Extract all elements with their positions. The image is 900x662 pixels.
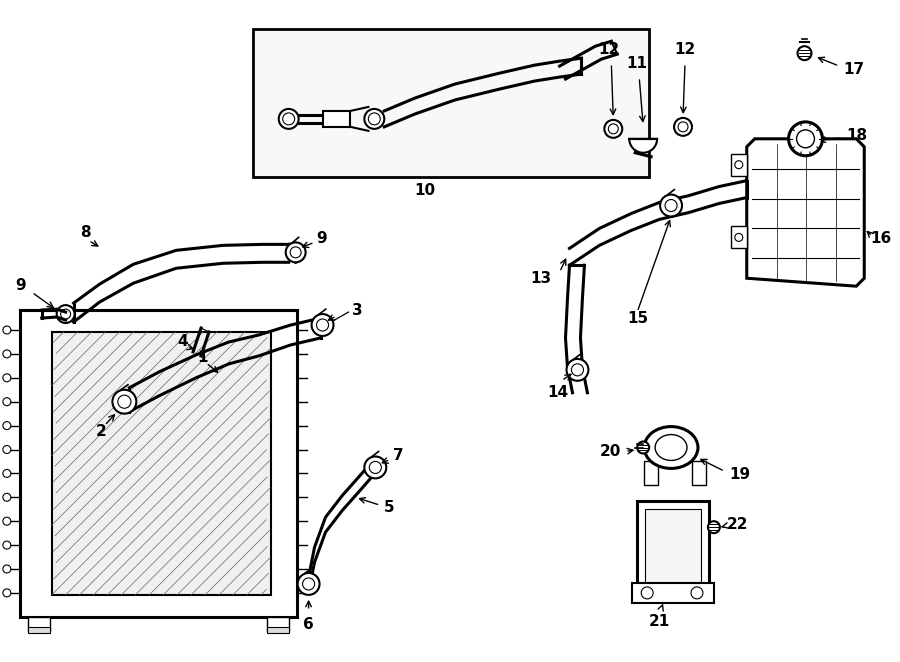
Text: 1: 1	[198, 350, 208, 365]
Circle shape	[604, 120, 622, 138]
Circle shape	[3, 493, 11, 501]
Circle shape	[608, 124, 618, 134]
Wedge shape	[629, 139, 657, 153]
Circle shape	[298, 573, 320, 595]
Circle shape	[796, 130, 814, 148]
Text: 8: 8	[80, 225, 91, 240]
Text: 7: 7	[393, 448, 404, 463]
Circle shape	[3, 565, 11, 573]
Bar	[645, 509, 701, 583]
Text: 9: 9	[15, 277, 26, 293]
Text: 6: 6	[303, 617, 314, 632]
Circle shape	[674, 118, 692, 136]
Circle shape	[797, 46, 812, 60]
Circle shape	[3, 589, 11, 597]
Bar	[644, 461, 658, 485]
Text: 20: 20	[600, 444, 621, 459]
Circle shape	[364, 109, 384, 129]
Text: 19: 19	[729, 467, 750, 482]
Bar	[28, 617, 50, 631]
Text: 12: 12	[598, 42, 620, 57]
Circle shape	[3, 517, 11, 525]
Text: 18: 18	[846, 128, 868, 143]
Text: 5: 5	[384, 500, 395, 515]
Text: 3: 3	[353, 303, 363, 318]
Circle shape	[3, 446, 11, 453]
Circle shape	[369, 461, 382, 473]
Bar	[731, 226, 747, 248]
Circle shape	[279, 109, 299, 129]
Text: 14: 14	[547, 385, 568, 400]
Circle shape	[637, 442, 649, 453]
Polygon shape	[747, 139, 864, 286]
Bar	[632, 583, 714, 603]
Text: 11: 11	[626, 56, 648, 71]
Bar	[253, 29, 649, 177]
Text: 12: 12	[674, 42, 696, 57]
Circle shape	[311, 314, 334, 336]
Circle shape	[641, 587, 653, 599]
Circle shape	[3, 469, 11, 477]
Circle shape	[3, 398, 11, 406]
Circle shape	[678, 122, 688, 132]
Bar	[20, 310, 297, 617]
Bar	[731, 154, 747, 175]
Text: 21: 21	[649, 614, 670, 629]
Bar	[266, 617, 289, 631]
Circle shape	[60, 309, 70, 319]
Bar	[51, 332, 271, 595]
Bar	[637, 501, 709, 591]
Text: 22: 22	[727, 516, 748, 532]
Text: 17: 17	[843, 62, 865, 77]
Circle shape	[566, 359, 589, 381]
Bar	[266, 627, 289, 633]
Text: 2: 2	[96, 424, 107, 439]
Circle shape	[57, 305, 75, 323]
Ellipse shape	[655, 434, 687, 461]
Circle shape	[3, 422, 11, 430]
Circle shape	[368, 113, 381, 125]
Circle shape	[290, 247, 302, 258]
Ellipse shape	[644, 426, 698, 469]
Bar	[692, 461, 706, 485]
Circle shape	[734, 234, 742, 242]
Text: 9: 9	[317, 231, 328, 246]
Text: 4: 4	[178, 334, 188, 350]
Text: 15: 15	[627, 310, 648, 326]
Circle shape	[3, 350, 11, 358]
Circle shape	[3, 326, 11, 334]
Circle shape	[364, 457, 386, 479]
Circle shape	[112, 390, 136, 414]
Bar	[28, 627, 50, 633]
Circle shape	[572, 364, 583, 376]
Circle shape	[3, 374, 11, 382]
Circle shape	[734, 161, 742, 169]
Circle shape	[660, 195, 682, 216]
Text: 13: 13	[530, 271, 552, 286]
Bar	[322, 111, 350, 127]
Text: 10: 10	[415, 183, 436, 198]
Circle shape	[317, 319, 328, 331]
Circle shape	[665, 199, 677, 212]
Circle shape	[283, 113, 294, 125]
Circle shape	[3, 541, 11, 549]
Text: 16: 16	[870, 231, 892, 246]
Circle shape	[285, 242, 306, 262]
Circle shape	[118, 395, 130, 408]
Circle shape	[708, 521, 720, 533]
Circle shape	[788, 122, 823, 156]
Circle shape	[302, 578, 315, 590]
Circle shape	[691, 587, 703, 599]
